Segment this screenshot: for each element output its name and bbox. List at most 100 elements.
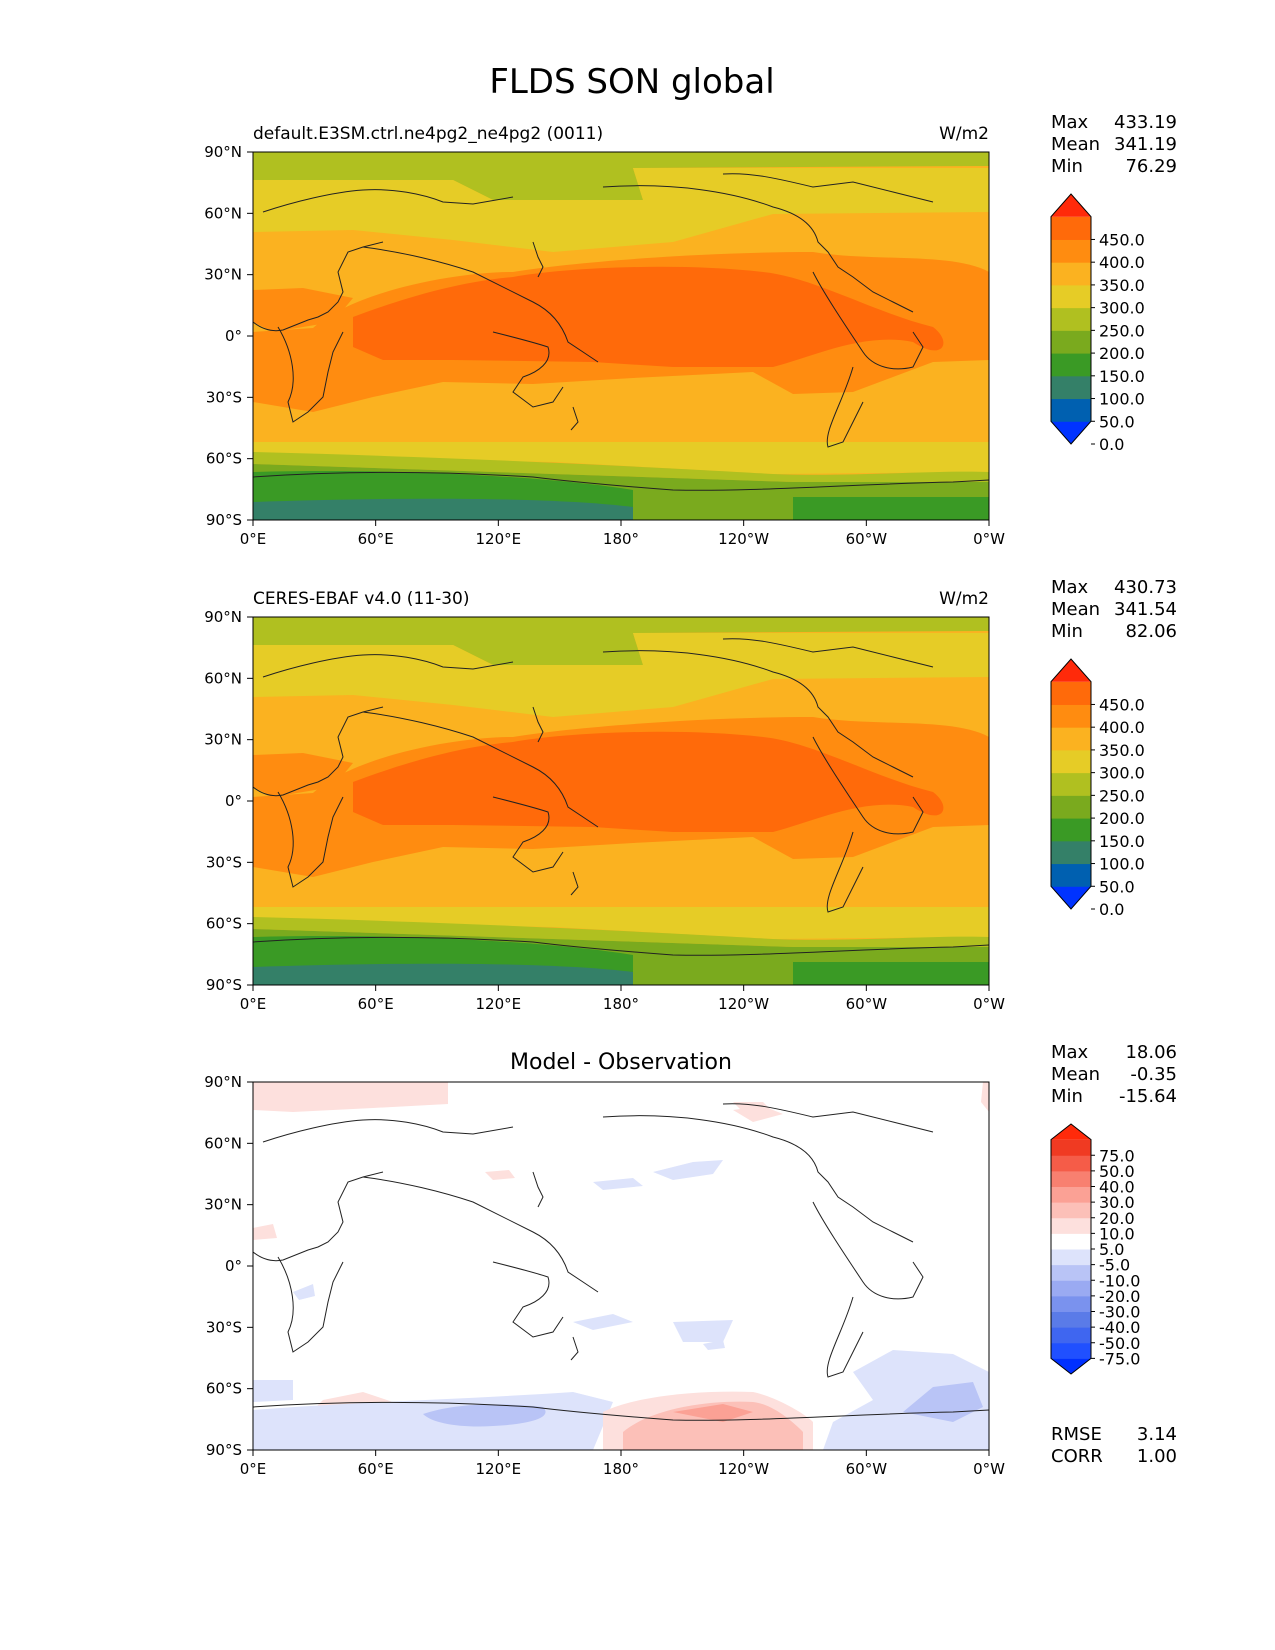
colorbar-segment bbox=[1051, 886, 1091, 909]
colorbar-tick-label: -50.0 bbox=[1099, 1334, 1140, 1353]
lat-tick-label: 90°S bbox=[206, 1441, 242, 1459]
lat-tick-label: 0° bbox=[225, 792, 242, 810]
stat-label: Mean bbox=[1051, 599, 1100, 620]
lon-tick-label: 0°W bbox=[973, 1460, 1005, 1478]
colorbar-tick-label: 150.0 bbox=[1099, 832, 1145, 851]
panel-left-title: default.E3SM.ctrl.ne4pg2_ne4pg2 (0011) bbox=[253, 124, 603, 144]
stat-value: 3.14 bbox=[1137, 1424, 1177, 1445]
lat-tick-label: 30°S bbox=[206, 388, 242, 406]
lon-tick-label: 60°E bbox=[358, 1460, 394, 1478]
colorbar-segment bbox=[1051, 262, 1091, 286]
lat-tick-label: 60°N bbox=[204, 1134, 242, 1152]
stat-value: 1.00 bbox=[1137, 1446, 1177, 1467]
colorbar-segment bbox=[1051, 216, 1091, 240]
colorbar-tick-label: 450.0 bbox=[1099, 695, 1145, 714]
difference-panel: Model - Observation bbox=[204, 1042, 1177, 1478]
colorbar: 450.0 400.0 350.0 300.0 250.0 200.0 150.0 100.0… bbox=[1050, 658, 1145, 919]
colorbar-segment bbox=[1051, 749, 1091, 774]
lon-tick-label: 180° bbox=[603, 1460, 639, 1478]
lat-tick-label: 90°S bbox=[206, 511, 242, 529]
stat-label: CORR bbox=[1051, 1446, 1103, 1467]
stat-value: 341.54 bbox=[1114, 599, 1177, 620]
lat-tick-label: 90°N bbox=[204, 143, 242, 161]
colorbar-tick-label: 150.0 bbox=[1099, 367, 1145, 386]
colorbar-tick-label: 200.0 bbox=[1099, 809, 1145, 828]
longitude-axis: 0°E 60°E 120°E 180° 120°W 60°W 0°W bbox=[240, 520, 1005, 548]
lon-tick-label: 120°E bbox=[476, 995, 522, 1013]
colorbar-tick-label: 350.0 bbox=[1099, 276, 1145, 295]
colorbar-segment bbox=[1051, 1186, 1091, 1203]
colorbar-segment bbox=[1051, 1233, 1091, 1250]
stat-label: RMSE bbox=[1051, 1424, 1102, 1445]
lon-tick-label: 0°E bbox=[240, 530, 267, 548]
lon-tick-label: 180° bbox=[603, 995, 639, 1013]
colorbar-tick-label: 20.0 bbox=[1099, 1209, 1135, 1228]
lon-tick-label: 120°W bbox=[718, 530, 769, 548]
map-area bbox=[253, 617, 989, 985]
lon-tick-label: 120°E bbox=[476, 530, 522, 548]
lon-tick-label: 60°E bbox=[358, 995, 394, 1013]
stat-value: -0.35 bbox=[1130, 1064, 1177, 1085]
stats-block: Max 430.73 Mean 341.54 Min 82.06 bbox=[1051, 577, 1177, 642]
figure-title: FLDS SON global bbox=[489, 62, 774, 102]
model-panel: default.E3SM.ctrl.ne4pg2_ne4pg2 (0011) W… bbox=[204, 112, 1177, 548]
colorbar-segment bbox=[1051, 239, 1091, 263]
colorbar-segment bbox=[1051, 330, 1091, 354]
lat-tick-label: 30°N bbox=[204, 731, 242, 749]
colorbar-segment bbox=[1051, 1327, 1091, 1344]
longitude-axis: 0°E 60°E 120°E 180° 120°W 60°W 0°W bbox=[240, 1450, 1005, 1478]
lat-tick-label: 30°S bbox=[206, 853, 242, 871]
lon-tick-label: 120°W bbox=[718, 1460, 769, 1478]
colorbar-tick-label: 450.0 bbox=[1099, 230, 1145, 249]
stat-label: Min bbox=[1051, 156, 1083, 177]
stat-label: Max bbox=[1051, 1042, 1089, 1063]
observation-panel: CERES-EBAF v4.0 (11-30) W/m2 bbox=[204, 577, 1177, 1013]
colorbar-tick-label: -20.0 bbox=[1099, 1287, 1140, 1306]
panel-center-title: Model - Observation bbox=[510, 1050, 732, 1075]
stat-value: 430.73 bbox=[1114, 577, 1177, 598]
lat-tick-label: 30°S bbox=[206, 1318, 242, 1336]
colorbar-tick-label: 200.0 bbox=[1099, 344, 1145, 363]
colorbar-segment bbox=[1051, 353, 1091, 377]
colorbar-segment bbox=[1051, 1139, 1091, 1156]
panel-units: W/m2 bbox=[939, 589, 989, 609]
colorbar-segment bbox=[1051, 659, 1091, 682]
lon-tick-label: 120°E bbox=[476, 1460, 522, 1478]
colorbar-tick-label: 400.0 bbox=[1099, 718, 1145, 737]
colorbar-segment bbox=[1051, 1311, 1091, 1328]
colorbar-segment bbox=[1051, 1170, 1091, 1187]
lon-tick-label: 60°W bbox=[846, 1460, 888, 1478]
stat-value: 82.06 bbox=[1125, 621, 1177, 642]
colorbar-tick-label: -10.0 bbox=[1099, 1271, 1140, 1290]
colorbar-segment bbox=[1051, 1264, 1091, 1281]
colorbar-tick-label: 50.0 bbox=[1099, 877, 1135, 896]
colorbar-tick-label: 100.0 bbox=[1099, 390, 1145, 409]
colorbar-tick-label: -75.0 bbox=[1099, 1349, 1140, 1368]
colorbar-tick-label: 50.0 bbox=[1099, 412, 1135, 431]
lat-tick-label: 60°N bbox=[204, 669, 242, 687]
colorbar-segment bbox=[1051, 1124, 1091, 1140]
colorbar-segment bbox=[1051, 1358, 1091, 1374]
stats-block: Max 433.19 Mean 341.19 Min 76.29 bbox=[1051, 112, 1177, 177]
lon-tick-label: 0°E bbox=[240, 1460, 267, 1478]
stat-label: Max bbox=[1051, 112, 1089, 133]
lat-tick-label: 60°S bbox=[206, 915, 242, 933]
colorbar-segment bbox=[1051, 840, 1091, 865]
colorbar-segment bbox=[1051, 284, 1091, 309]
colorbar-segment bbox=[1051, 1280, 1091, 1297]
colorbar-tick-label: 100.0 bbox=[1099, 855, 1145, 874]
colorbar-tick-label: 5.0 bbox=[1099, 1240, 1124, 1259]
colorbar-segment bbox=[1051, 795, 1091, 819]
colorbar-tick-label: 350.0 bbox=[1099, 741, 1145, 760]
colorbar-segment bbox=[1051, 772, 1091, 796]
colorbar-tick-label: -40.0 bbox=[1099, 1318, 1140, 1337]
colorbar-tick-label: 30.0 bbox=[1099, 1193, 1135, 1212]
colorbar-segment bbox=[1051, 307, 1091, 331]
lon-tick-label: 120°W bbox=[718, 995, 769, 1013]
colorbar-tick-label: 0.0 bbox=[1099, 435, 1124, 454]
lon-tick-label: 60°E bbox=[358, 530, 394, 548]
stat-value: 341.19 bbox=[1114, 134, 1177, 155]
map-area bbox=[253, 1082, 989, 1450]
colorbar-segment bbox=[1051, 421, 1091, 444]
lon-tick-label: 0°W bbox=[973, 530, 1005, 548]
